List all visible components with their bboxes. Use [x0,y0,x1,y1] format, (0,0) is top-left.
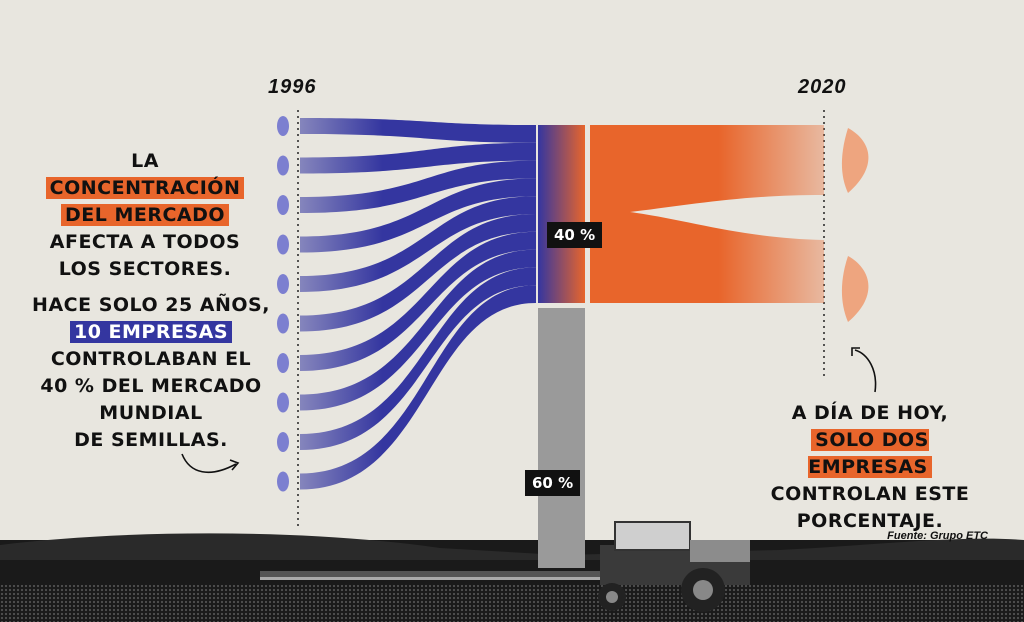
label-40-percent: 40 % [547,222,603,248]
highlight-mercado: DEL MERCADO [60,204,230,226]
bar-40-percent [538,125,585,303]
arrow-right [854,349,877,393]
intro-text: LA CONCENTRACIÓN DEL MERCADO AFECTA A TO… [40,148,250,283]
node-1996-company-4 [277,234,289,255]
today-line-3: CONTROLAN ESTE [770,483,970,505]
flow-1996-company-1 [300,118,536,143]
arrow-right-head [851,347,860,356]
today-line-1: A DÍA DE HOY, [791,402,949,424]
node-1996-company-9 [277,432,289,452]
bar-60-percent [538,308,585,568]
tree-line [0,533,1024,560]
highlight-10-empresas: 10 EMPRESAS [69,321,233,343]
today-text: A DÍA DE HOY, SOLO DOS EMPRESAS CONTROLA… [760,400,980,535]
node-1996-company-1 [277,116,289,136]
flow-1996-company-4 [300,178,536,253]
node-2020-company-1 [841,128,869,193]
node-1996-company-2 [277,155,289,176]
tractor-illustration [260,521,750,612]
intro-line-3: AFECTA A TODOS [49,231,241,253]
arrow-left-head [229,459,240,471]
history-line-6: DE SEMILLAS. [74,429,228,451]
flow-1996-company-8 [300,249,536,411]
flow-1996-company-5 [300,196,536,292]
highlight-dos-empresas: SOLO DOS EMPRESAS [808,429,932,478]
history-line-5: MUNDIAL [99,402,203,424]
flows-1996 [300,118,536,490]
flow-1996-company-3 [300,160,536,213]
source-credit: Fuente: Grupo ETC [887,530,988,542]
node-2020-company-2 [841,256,869,322]
nodes-1996 [277,116,289,492]
intro-line-4: LOS SECTORES. [58,258,232,280]
node-1996-company-7 [277,353,289,373]
highlight-concentracion: CONCENTRACIÓN [45,177,245,199]
node-1996-company-5 [277,274,289,294]
node-1996-company-10 [277,471,289,492]
flow-1996-company-6 [300,214,536,332]
history-text: HACE SOLO 25 AÑOS, 10 EMPRESAS CONTROLAB… [28,292,274,454]
history-line-3: CONTROLABAN EL [50,348,252,370]
intro-word: LA [131,150,159,172]
label-60-percent: 60 % [525,470,581,496]
year-2020-label: 2020 [798,76,847,98]
flow-1996-company-9 [300,267,536,450]
flow-1996-company-2 [300,142,536,174]
history-line-1: HACE SOLO 25 AÑOS, [32,294,270,316]
node-1996-company-6 [277,313,289,334]
flows-2020 [590,125,824,303]
arrow-left [181,453,237,473]
field-texture [0,585,1024,622]
year-1996-label: 1996 [268,76,317,98]
node-1996-company-3 [277,195,289,215]
node-1996-company-8 [277,392,289,413]
history-line-4: 40 % DEL MERCADO [40,375,262,397]
flow-1996-company-7 [300,231,536,371]
today-line-4: PORCENTAJE. [796,510,944,532]
flow-1996-company-10 [300,285,536,490]
